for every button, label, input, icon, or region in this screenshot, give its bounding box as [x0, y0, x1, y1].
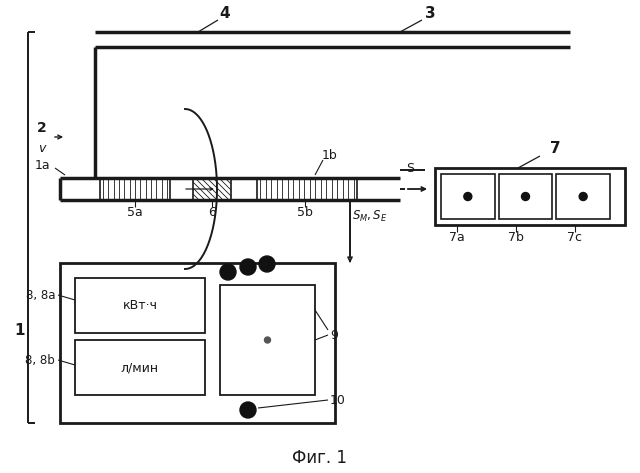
Text: кВт·ч: кВт·ч	[122, 299, 157, 312]
Text: 1: 1	[15, 323, 25, 338]
Bar	[193, 178, 231, 200]
Text: 7c: 7c	[568, 230, 582, 244]
Text: 7: 7	[550, 140, 560, 156]
Circle shape	[579, 193, 587, 201]
Text: 7b: 7b	[508, 230, 524, 244]
Text: 8, 8b: 8, 8b	[25, 353, 55, 367]
Text: 2: 2	[37, 121, 47, 135]
Circle shape	[259, 256, 275, 272]
Text: S: S	[406, 161, 414, 175]
Text: 7a: 7a	[449, 230, 465, 244]
Bar	[499, 174, 552, 219]
Text: $S_M,S_E$: $S_M,S_E$	[352, 209, 388, 224]
Bar	[75, 278, 205, 333]
Text: 1a: 1a	[34, 158, 50, 172]
Text: 3: 3	[425, 7, 435, 21]
Text: 10: 10	[330, 394, 346, 406]
Bar	[257, 178, 357, 200]
Circle shape	[240, 259, 256, 275]
Circle shape	[264, 337, 271, 343]
Text: v: v	[38, 141, 45, 155]
Bar	[60, 263, 335, 423]
Text: 8, 8a: 8, 8a	[26, 289, 55, 301]
Bar	[435, 168, 625, 225]
Circle shape	[464, 193, 472, 201]
Text: 1b: 1b	[322, 149, 338, 161]
Text: 5b: 5b	[297, 205, 313, 219]
Circle shape	[240, 402, 256, 418]
Text: 9: 9	[330, 329, 338, 342]
Bar	[441, 174, 495, 219]
Bar	[100, 178, 170, 200]
Text: Фиг. 1: Фиг. 1	[292, 449, 348, 467]
Text: л/мин: л/мин	[121, 361, 159, 374]
Circle shape	[522, 193, 529, 201]
Text: 4: 4	[220, 7, 230, 21]
Circle shape	[220, 264, 236, 280]
Bar	[220, 285, 315, 395]
Bar	[75, 340, 205, 395]
Text: 6: 6	[208, 205, 216, 219]
Text: 5a: 5a	[127, 205, 143, 219]
Bar	[556, 174, 610, 219]
